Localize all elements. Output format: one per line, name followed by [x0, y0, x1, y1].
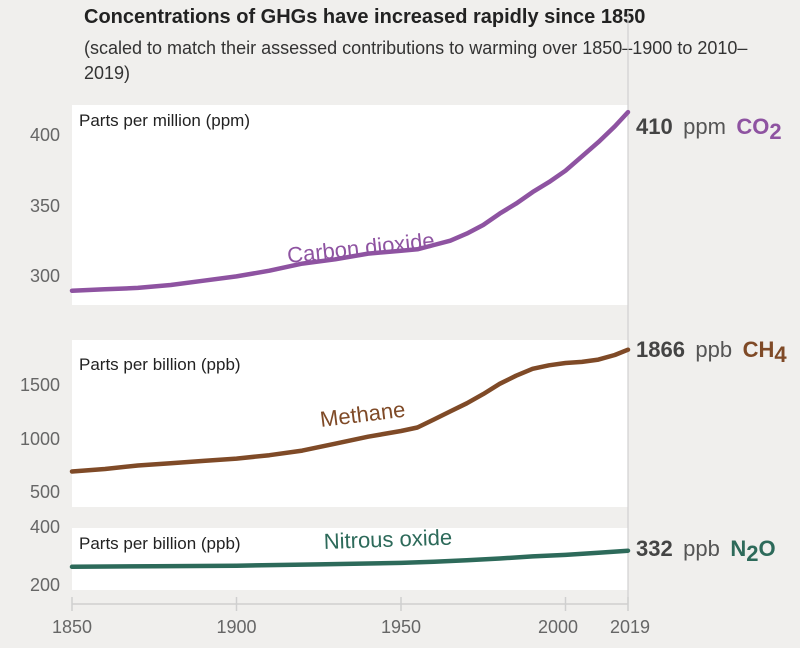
n2o-end-label: 332 ppb N2O: [636, 536, 776, 566]
co2-unit-label: Parts per million (ppm): [79, 111, 250, 130]
co2-end-gas-subscript: 2: [769, 119, 781, 144]
n2o-series-label: Nitrous oxide: [323, 525, 452, 554]
co2-end-unit: ppm: [683, 114, 726, 139]
xtick-label-1900: 1900: [216, 617, 256, 637]
co2-panel-bg: [72, 105, 628, 305]
ch4-end-label: 1866 ppb CH4: [636, 337, 787, 367]
ch4-end-gas-subscript: 4: [774, 342, 787, 367]
n2o-ytick-200: 200: [30, 575, 60, 595]
co2-series-line: [69, 109, 631, 293]
co2-end-gas: CO: [736, 114, 769, 139]
n2o-panel-bg: [72, 528, 628, 590]
co2-ytick-300: 300: [30, 266, 60, 286]
n2o-end-gas-tail: O: [758, 536, 775, 561]
xtick-label-2019: 2019: [610, 617, 650, 637]
n2o-end-gas-subscript: 2: [746, 541, 758, 566]
xtick-label-1850: 1850: [52, 617, 92, 637]
chart-title: Concentrations of GHGs have increased ra…: [84, 6, 646, 28]
ch4-ytick-500: 500: [30, 482, 60, 502]
n2o-end-unit: ppb: [683, 536, 720, 561]
xtick-label-2000: 2000: [538, 617, 578, 637]
co2-ytick-400: 400: [30, 125, 60, 145]
n2o-unit-label: Parts per billion (ppb): [79, 534, 241, 553]
n2o-end-value: 332: [636, 536, 673, 561]
co2-end-value: 410: [636, 114, 673, 139]
co2-ytick-350: 350: [30, 196, 60, 216]
xtick-label-1950: 1950: [381, 617, 421, 637]
n2o-series-line: [69, 548, 631, 570]
ch4-ytick-1000: 1000: [20, 429, 60, 449]
ch4-series-line: [69, 347, 631, 474]
co2-end-label: 410 ppm CO2: [636, 114, 782, 144]
n2o-end-gas: N: [730, 536, 746, 561]
n2o-ytick-400: 400: [30, 517, 60, 537]
ch4-end-value: 1866: [636, 337, 685, 362]
chart-subtitle: (scaled to match their assessed contribu…: [84, 38, 748, 83]
ch4-unit-label: Parts per billion (ppb): [79, 355, 241, 374]
ch4-end-gas: CH: [743, 337, 775, 362]
ch4-end-unit: ppb: [695, 337, 732, 362]
ch4-ytick-1500: 1500: [20, 375, 60, 395]
